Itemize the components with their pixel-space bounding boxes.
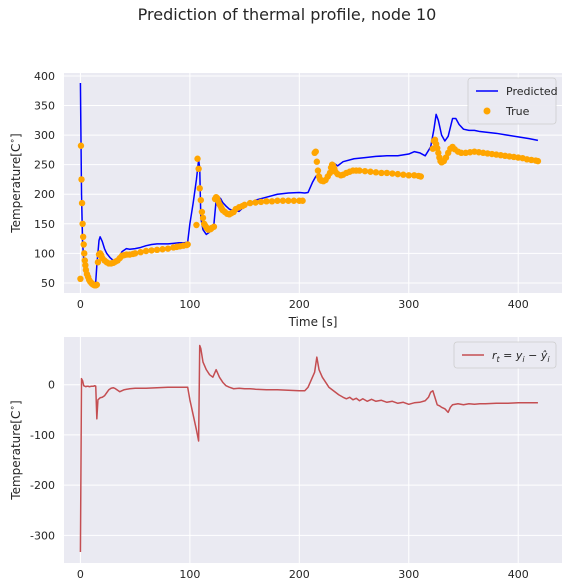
scatter-point — [78, 199, 86, 207]
scatter-point — [279, 197, 287, 204]
scatter-point — [290, 197, 298, 204]
scatter-point — [164, 245, 172, 252]
scatter-point — [367, 168, 374, 175]
y-tick-label: 200 — [34, 188, 55, 201]
x-tick-label: 0 — [77, 298, 84, 311]
scatter-point — [400, 171, 407, 178]
legend-label: Predicted — [506, 85, 558, 98]
legend-label: rt = yi − ŷi — [492, 349, 550, 364]
y-axis-label: Temperature[C∘] — [8, 133, 23, 233]
scatter-point — [241, 201, 248, 209]
scatter-point — [326, 169, 334, 177]
scatter-point — [153, 246, 161, 254]
scatter-point — [80, 241, 87, 248]
y-tick-label: -200 — [30, 479, 55, 492]
scatter-point — [378, 169, 385, 177]
scatter-point — [142, 247, 150, 255]
legend-marker-swatch — [483, 107, 491, 115]
scatter-point — [198, 208, 206, 216]
scatter-point — [534, 157, 542, 165]
scatter-point — [199, 214, 207, 222]
scatter-point — [81, 250, 88, 257]
scatter-point — [194, 155, 201, 162]
scatter-point — [82, 262, 89, 269]
scatter-point — [268, 198, 276, 205]
scatter-point — [196, 185, 203, 192]
scatter-point — [405, 172, 412, 179]
y-tick-label: -300 — [30, 529, 55, 542]
legend-label: True — [505, 105, 530, 118]
x-tick-label: 400 — [508, 298, 529, 311]
x-tick-label: 0 — [77, 568, 84, 581]
scatter-point — [195, 165, 202, 173]
scatter-point — [394, 170, 402, 178]
y-axis-label: Temperature[C∘] — [8, 400, 23, 500]
figure-suptitle: Prediction of thermal profile, node 10 — [138, 5, 437, 24]
scatter-point — [193, 221, 200, 229]
series-line — [79, 344, 538, 552]
y-tick-label: 250 — [34, 159, 55, 172]
top-axes: 0 100 200 300 400 50 100 150 200 250 300 350 400 Time… — [8, 70, 562, 329]
scatter-point — [94, 259, 102, 266]
scatter-point — [372, 169, 380, 176]
scatter-point — [274, 197, 281, 204]
scatter-point — [263, 198, 270, 205]
scatter-point — [246, 199, 254, 207]
series-line — [79, 83, 539, 284]
scatter-point — [417, 173, 425, 180]
scatter-series — [77, 136, 542, 289]
x-tick-label: 200 — [289, 568, 310, 581]
scatter-point — [159, 246, 166, 253]
scatter-point — [79, 233, 87, 241]
scatter-point — [257, 198, 265, 206]
scatter-point — [285, 197, 292, 204]
scatter-point — [299, 197, 306, 204]
scatter-point — [210, 223, 218, 230]
y-tick-label: 0 — [48, 379, 55, 392]
y-tick-label: 150 — [34, 218, 55, 231]
scatter-point — [148, 247, 155, 254]
x-tick-label: 300 — [398, 298, 419, 311]
scatter-point — [383, 169, 391, 177]
y-tick-label: 350 — [34, 100, 55, 113]
scatter-point — [184, 241, 191, 248]
scatter-point — [81, 257, 89, 264]
scatter-point — [313, 158, 321, 165]
y-tick-label: 300 — [34, 129, 55, 142]
legend-box — [453, 341, 557, 369]
scatter-point — [356, 167, 363, 174]
scatter-point — [78, 176, 85, 183]
scatter-point — [77, 142, 85, 149]
scatter-point — [137, 248, 144, 256]
scatter-point — [131, 250, 139, 257]
scatter-point — [312, 148, 319, 155]
scatter-point — [77, 275, 84, 283]
x-tick-label: 100 — [179, 568, 200, 581]
y-tick-label: -100 — [30, 429, 55, 442]
axes-background — [64, 337, 562, 563]
scatter-point — [79, 220, 86, 228]
scatter-point — [314, 167, 322, 174]
x-axis-label: Time [s] — [288, 315, 338, 329]
x-tick-label: 400 — [508, 568, 529, 581]
scatter-point — [252, 199, 259, 206]
scatter-point — [361, 167, 369, 175]
x-tick-label: 200 — [289, 298, 310, 311]
y-tick-label: 400 — [34, 70, 55, 83]
x-tick-label: 300 — [398, 568, 419, 581]
scatter-point — [93, 281, 101, 288]
bottom-axes: 0 100 200 300 400 -300 -200 -100 0 Temperature[C∘… — [8, 337, 562, 581]
y-tick-label: 100 — [34, 247, 55, 260]
scatter-point — [197, 196, 205, 204]
y-tick-label: 50 — [41, 277, 55, 290]
x-tick-label: 100 — [179, 298, 200, 311]
scatter-point — [389, 170, 396, 177]
